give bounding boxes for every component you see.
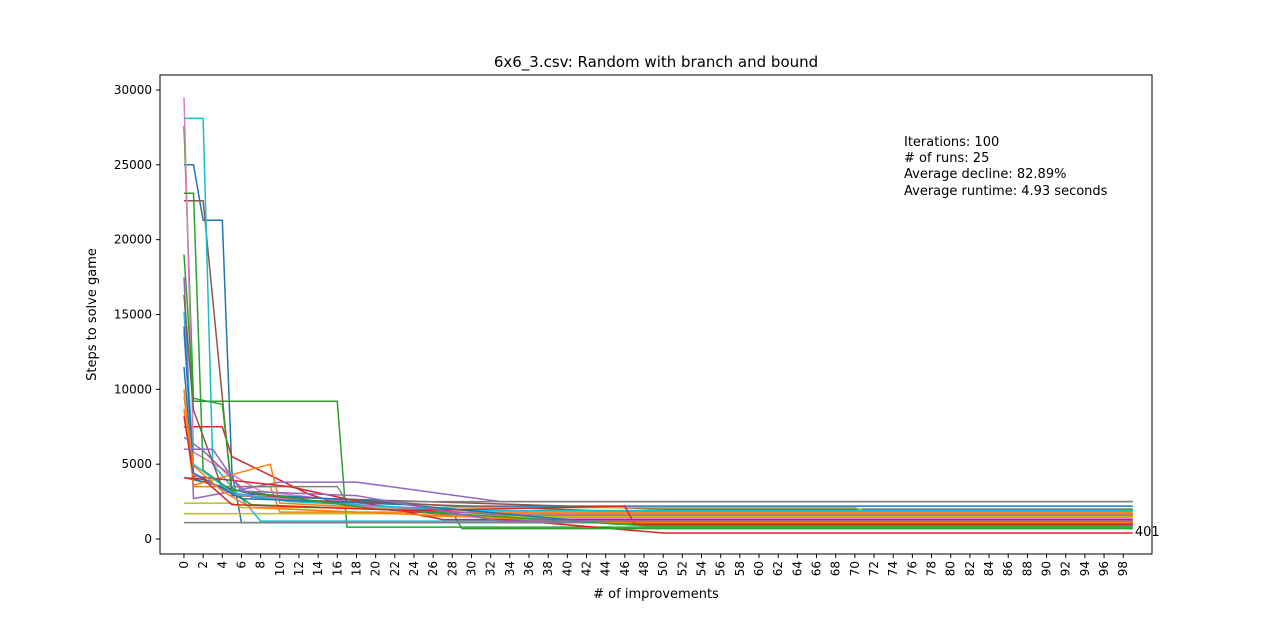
x-tick-label: 76	[905, 561, 919, 576]
y-tick-label: 20000	[114, 233, 152, 247]
x-tick-label: 60	[752, 561, 766, 576]
series-line-6	[184, 199, 1133, 510]
x-tick-label: 62	[771, 561, 785, 576]
x-tick-label: 96	[1097, 561, 1111, 576]
x-tick-label: 58	[733, 561, 747, 576]
x-tick-label: 42	[580, 561, 594, 576]
series-line-15	[183, 436, 1133, 516]
x-tick-label: 12	[292, 561, 306, 576]
series-line-22	[183, 396, 1133, 524]
x-tick-label: 28	[445, 561, 459, 576]
x-tick-label: 16	[330, 561, 344, 576]
x-tick-label: 40	[560, 561, 574, 576]
x-tick-label: 92	[1059, 561, 1073, 576]
x-tick-label: 44	[599, 561, 613, 576]
x-tick-label: 20	[369, 561, 383, 576]
x-tick-label: 26	[426, 561, 440, 576]
y-tick-label: 30000	[114, 83, 152, 97]
x-tick-label: 82	[963, 561, 977, 576]
x-tick-label: 36	[522, 561, 536, 576]
x-tick-label: 80	[944, 561, 958, 576]
x-tick-label: 74	[886, 561, 900, 576]
x-axis-label: # of improvements	[593, 587, 719, 602]
series-line-12	[183, 408, 1133, 515]
x-tick-label: 64	[790, 561, 804, 576]
x-tick-label: 32	[484, 561, 498, 576]
y-tick-label: 10000	[114, 382, 152, 396]
series-line-25	[184, 448, 1133, 522]
x-tick-label: 54	[695, 561, 709, 576]
x-tick-label: 72	[867, 561, 881, 576]
x-tick-label: 52	[675, 561, 689, 576]
info-average-runtime: Average runtime: 4.93 seconds	[904, 184, 1108, 199]
x-tick-label: 84	[982, 561, 996, 576]
info-runs: # of runs: 25	[904, 151, 989, 166]
x-tick-label: 50	[656, 561, 670, 576]
series-line-14	[183, 416, 1133, 521]
y-axis-label: Steps to solve game	[85, 248, 100, 381]
series-line-23	[183, 254, 1133, 527]
y-tick-label: 25000	[114, 158, 152, 172]
x-tick-label: 88	[1020, 561, 1034, 576]
series-line-24	[183, 476, 1133, 525]
x-tick-label: 0	[177, 561, 191, 569]
x-tick-label: 10	[273, 561, 287, 576]
x-tick-label: 86	[1001, 561, 1015, 576]
series-layer	[183, 97, 1133, 534]
info-text-block: Iterations: 100 # of runs: 25 Average de…	[904, 135, 1108, 199]
x-tick-label: 30	[464, 561, 478, 576]
x-tick-label: 66	[810, 561, 824, 576]
x-axis: 0 2 4 6 8 10 12 14 16 18 20 22 24 26 28 30 32 34 36 38 40 42 4…	[177, 554, 1130, 576]
x-tick-label: 18	[349, 561, 363, 576]
x-tick-label: 4	[215, 561, 229, 569]
x-tick-label: 94	[1078, 561, 1092, 576]
x-tick-label: 68	[829, 561, 843, 576]
x-tick-label: 46	[618, 561, 632, 576]
x-tick-label: 2	[196, 561, 210, 569]
x-tick-label: 14	[311, 561, 325, 576]
x-tick-label: 78	[925, 561, 939, 576]
info-average-decline: Average decline: 82.89%	[904, 167, 1066, 182]
y-tick-label: 0	[144, 532, 152, 546]
y-tick-label: 5000	[121, 457, 152, 471]
x-tick-label: 70	[848, 561, 862, 576]
x-tick-label: 34	[503, 561, 517, 576]
x-tick-label: 48	[637, 561, 651, 576]
x-tick-label: 24	[407, 561, 421, 576]
x-tick-label: 98	[1116, 561, 1130, 576]
final-value-annotation: 401	[1135, 525, 1160, 540]
info-iterations: Iterations: 100	[904, 135, 999, 150]
x-tick-label: 90	[1040, 561, 1054, 576]
x-tick-label: 8	[254, 561, 268, 569]
y-tick-label: 15000	[114, 308, 152, 322]
x-tick-label: 22	[388, 561, 402, 576]
chart-title: 6x6_3.csv: Random with branch and bound	[494, 53, 818, 72]
y-axis: 0 5000 10000 15000 20000 25000 30000	[114, 83, 160, 546]
x-tick-label: 56	[714, 561, 728, 576]
x-tick-label: 38	[541, 561, 555, 576]
x-tick-label: 6	[234, 561, 248, 569]
